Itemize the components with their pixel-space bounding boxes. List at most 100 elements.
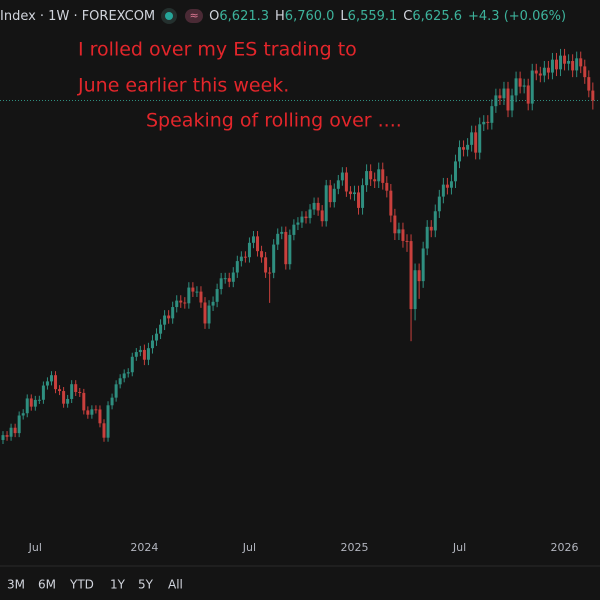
candle-body (264, 257, 268, 273)
range-button[interactable]: All (168, 578, 183, 592)
candle-body (62, 391, 66, 404)
candle-body (575, 58, 579, 71)
symbol: Index · 1W · FOREXCOM (0, 8, 156, 24)
candle-body (328, 185, 332, 203)
candle-body (554, 59, 558, 70)
candle-body (58, 389, 62, 392)
candle-body (98, 409, 102, 424)
range-button[interactable]: 1Y (110, 578, 126, 592)
candle-body (506, 88, 510, 111)
candle-body (587, 77, 591, 91)
candle-body (498, 95, 502, 99)
candle-body (482, 121, 486, 125)
candle-body (126, 372, 130, 374)
candle-body (538, 73, 542, 76)
x-tick-label: Jul (242, 541, 256, 554)
candle-body (235, 261, 239, 273)
candle-body (167, 315, 171, 319)
candle-body (199, 291, 203, 303)
candle-body (296, 222, 300, 225)
ohlc-value: 6,625.6 (412, 8, 462, 24)
candle-body (74, 384, 78, 392)
candle-body (239, 256, 243, 262)
x-tick-label: 2024 (130, 541, 158, 554)
candle-body (272, 244, 276, 273)
x-tick-label: Jul (452, 541, 466, 554)
candle-body (474, 132, 478, 153)
candle-body (260, 251, 264, 258)
candle-body (251, 236, 255, 243)
candle-body (409, 241, 413, 310)
candle-body (320, 210, 324, 222)
annotation: June earlier this week. (77, 75, 289, 97)
candle-body (203, 302, 207, 324)
candle-body (405, 240, 409, 242)
candle-body (114, 384, 118, 398)
candle-body (526, 85, 530, 104)
candle-body (344, 172, 348, 192)
candle-body (304, 216, 308, 219)
candle-body (478, 124, 482, 153)
candle-body (122, 373, 126, 379)
candle-body (70, 384, 74, 399)
candle-body (211, 301, 215, 306)
candle-body (534, 70, 538, 74)
candle-body (155, 333, 159, 341)
annotation: I rolled over my ES trading to (78, 39, 357, 61)
candle-body (78, 391, 82, 393)
candle-body (280, 231, 284, 234)
candle-body (462, 147, 466, 150)
candle-body (352, 192, 356, 195)
candle-body (357, 192, 361, 208)
candle-body (175, 300, 179, 308)
candle-body (397, 229, 401, 234)
candle-body (429, 226, 433, 231)
candle-body (571, 61, 575, 71)
range-button[interactable]: 6M (38, 578, 56, 592)
candle-body (373, 179, 377, 182)
badge: ≈ (185, 9, 204, 23)
candle-body (183, 302, 187, 304)
candle-body (413, 270, 417, 310)
candle-body (542, 67, 546, 76)
ohlc-value: 6,760.0 (284, 8, 335, 24)
candle-body (518, 78, 522, 87)
ohlc-label: H (275, 8, 285, 24)
candle-body (54, 375, 58, 390)
candle-body (453, 161, 457, 182)
x-tick-label: 2025 (340, 541, 368, 554)
candle-body (470, 132, 474, 145)
candle-body (381, 169, 385, 183)
candle-body (563, 55, 567, 64)
annotation: Speaking of rolling over .... (146, 110, 402, 132)
candle-body (377, 169, 381, 182)
candle-body (591, 90, 595, 101)
candle-body (247, 242, 251, 258)
candle-body (21, 413, 25, 416)
candle-body (425, 226, 429, 249)
candle-body (159, 324, 163, 334)
candle-body (150, 340, 154, 349)
range-button[interactable]: 5Y (138, 578, 154, 592)
range-button[interactable]: YTD (69, 578, 94, 592)
candle-body (110, 397, 114, 406)
candle-body (458, 147, 462, 162)
candle-body (94, 409, 98, 411)
candle-body (494, 95, 498, 107)
candle-body (579, 58, 583, 67)
candle-body (49, 375, 53, 382)
candle-body (530, 70, 534, 104)
candle-body (324, 185, 328, 222)
candle-body (179, 300, 183, 303)
candle-body (243, 256, 247, 258)
candle-body (332, 188, 336, 203)
candle-body (308, 209, 312, 219)
candle-body (393, 215, 397, 234)
range-button[interactable]: 3M (7, 578, 25, 592)
candle-body (45, 381, 49, 386)
candle-body (163, 315, 167, 325)
candle-body (348, 191, 352, 195)
ohlc-value: 6,559.1 (347, 8, 398, 24)
candle-body (82, 392, 86, 411)
